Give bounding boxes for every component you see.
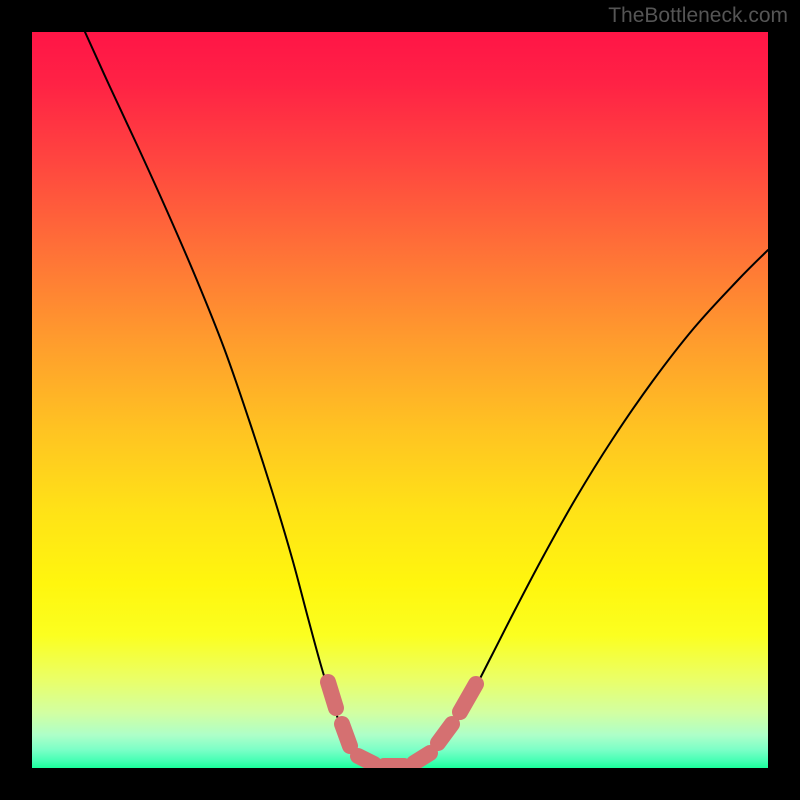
marker-segment [328,682,336,708]
marker-segment [414,753,430,763]
watermark-text: TheBottleneck.com [608,4,788,28]
bottleneck-chart-svg [32,32,768,768]
marker-segment [358,756,374,764]
marker-segment [438,724,452,743]
chart-plot-area [32,32,768,768]
gradient-background [32,32,768,768]
marker-segment [342,724,350,746]
